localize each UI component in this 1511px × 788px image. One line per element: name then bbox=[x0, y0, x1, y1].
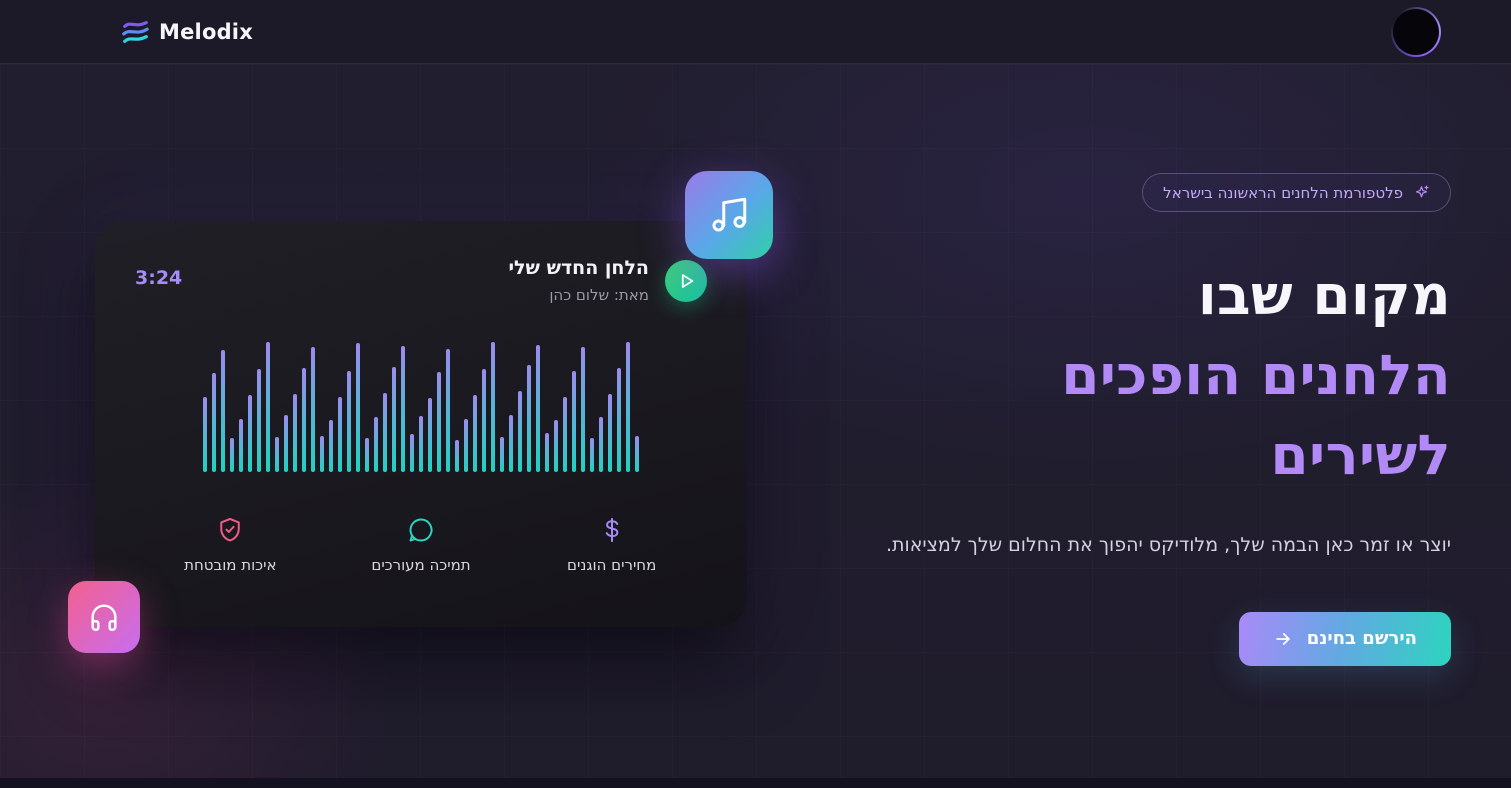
waveform-bar bbox=[608, 394, 612, 472]
brand-logo[interactable]: Melodix bbox=[120, 17, 253, 47]
player-card-header: הלחן החדש שלי מאת: שלום כהן 3:24 bbox=[135, 257, 707, 304]
waveform-bar bbox=[221, 349, 225, 472]
waveform-bar bbox=[563, 396, 567, 472]
waveform-bar bbox=[446, 348, 450, 472]
waveform-bar bbox=[536, 344, 540, 472]
waveform-bar bbox=[545, 433, 549, 472]
feature-quality: איכות מובטחת bbox=[135, 516, 326, 574]
melodix-wave-logo-icon bbox=[120, 17, 150, 47]
track-duration: 3:24 bbox=[135, 267, 183, 289]
waveform-bar bbox=[473, 395, 477, 472]
waveform-bar bbox=[401, 345, 405, 472]
play-button[interactable] bbox=[665, 259, 707, 302]
player-card: הלחן החדש שלי מאת: שלום כהן 3:24 מחירים … bbox=[95, 221, 747, 627]
music-note-tile bbox=[685, 171, 773, 259]
waveform-bar bbox=[284, 414, 288, 472]
feature-row: מחירים הוגנים תמיכה מעורכים איכות מוב bbox=[135, 516, 707, 574]
waveform-bar bbox=[455, 439, 459, 472]
waveform-bar bbox=[491, 342, 495, 472]
waveform-bar bbox=[311, 347, 315, 472]
waveform-bar bbox=[266, 342, 270, 472]
waveform-bar bbox=[338, 396, 342, 472]
brand-name: Melodix bbox=[159, 19, 253, 44]
hero-copy: פלטפורמת הלחנים הראשונה בישראל מקום שבו … bbox=[811, 173, 1451, 666]
waveform-bar bbox=[617, 368, 621, 472]
feature-label: מחירים הוגנים bbox=[567, 556, 657, 574]
waveform-bar bbox=[626, 342, 630, 472]
waveform-bar bbox=[248, 395, 252, 472]
waveform-bar bbox=[590, 438, 594, 472]
headphones-tile bbox=[68, 581, 140, 653]
waveform-bar bbox=[302, 368, 306, 472]
track-title: הלחן החדש שלי bbox=[508, 257, 649, 279]
shield-check-icon bbox=[216, 516, 244, 544]
waveform-bar bbox=[554, 420, 558, 472]
feature-support: תמיכה מעורכים bbox=[326, 516, 517, 574]
waveform-bar bbox=[275, 436, 279, 472]
waveform-bar bbox=[374, 417, 378, 472]
waveform-bar bbox=[257, 369, 261, 472]
waveform-bar bbox=[392, 366, 396, 472]
hero-title-line2: הלחנים הופכים bbox=[1061, 343, 1451, 407]
waveform-bar bbox=[599, 417, 603, 472]
waveform-bar bbox=[464, 418, 468, 472]
waveform-bar bbox=[347, 370, 351, 472]
signup-free-button[interactable]: הירשם בחינם bbox=[1238, 611, 1451, 666]
avatar-image bbox=[1393, 8, 1439, 55]
waveform-bar bbox=[230, 438, 234, 472]
feature-fair-prices: מחירים הוגנים bbox=[516, 516, 707, 574]
top-navbar: Melodix bbox=[0, 0, 1511, 64]
next-section-edge bbox=[0, 778, 1511, 788]
waveform-bar bbox=[428, 397, 432, 472]
waveform-bar bbox=[635, 435, 639, 472]
hero-badge-label: פלטפורמת הלחנים הראשונה בישראל bbox=[1163, 183, 1403, 202]
user-avatar[interactable] bbox=[1391, 6, 1441, 57]
hero-subtitle: יוצר או זמר כאן הבמה שלך, מלודיקס יהפוך … bbox=[886, 534, 1451, 556]
track-artist: מאת: שלום כהן bbox=[549, 286, 649, 304]
waveform-bar bbox=[212, 373, 216, 472]
feature-label: תמיכה מעורכים bbox=[371, 556, 471, 574]
waveform-bar bbox=[329, 420, 333, 472]
hero-section: פלטפורמת הלחנים הראשונה בישראל מקום שבו … bbox=[0, 64, 1511, 778]
arrow-right-icon bbox=[1273, 629, 1293, 649]
waveform-bar bbox=[572, 370, 576, 472]
waveform-bar bbox=[500, 436, 504, 472]
sparkles-icon bbox=[1413, 184, 1430, 201]
waveform-bar bbox=[356, 343, 360, 472]
waveform-bar bbox=[365, 438, 369, 472]
waveform bbox=[135, 342, 707, 472]
hero-title-line1: מקום שבו bbox=[1197, 263, 1451, 327]
waveform-bar bbox=[581, 347, 585, 472]
chat-bubble-icon bbox=[407, 516, 435, 544]
track-group: הלחן החדש שלי מאת: שלום כהן bbox=[508, 257, 707, 304]
waveform-bar bbox=[482, 369, 486, 472]
hero-title: מקום שבו הלחנים הופכים לשירים bbox=[1061, 255, 1451, 495]
waveform-bar bbox=[239, 418, 243, 472]
waveform-bar bbox=[437, 371, 441, 472]
feature-label: איכות מובטחת bbox=[184, 556, 277, 574]
hero-title-line3: לשירים bbox=[1270, 423, 1451, 487]
signup-free-label: הירשם בחינם bbox=[1306, 628, 1417, 649]
waveform-bar bbox=[320, 435, 324, 472]
waveform-bar bbox=[527, 365, 531, 472]
waveform-bar bbox=[419, 416, 423, 472]
waveform-bar bbox=[203, 396, 207, 472]
track-info: הלחן החדש שלי מאת: שלום כהן bbox=[508, 257, 649, 304]
headphones-icon bbox=[87, 600, 121, 634]
waveform-bar bbox=[509, 414, 513, 472]
waveform-bar bbox=[518, 391, 522, 472]
hero-badge: פלטפורמת הלחנים הראשונה בישראל bbox=[1142, 173, 1451, 212]
waveform-bar bbox=[410, 434, 414, 472]
waveform-bar bbox=[383, 392, 387, 472]
dollar-icon bbox=[598, 516, 626, 544]
waveform-bar bbox=[293, 394, 297, 472]
music-note-icon bbox=[708, 194, 750, 236]
